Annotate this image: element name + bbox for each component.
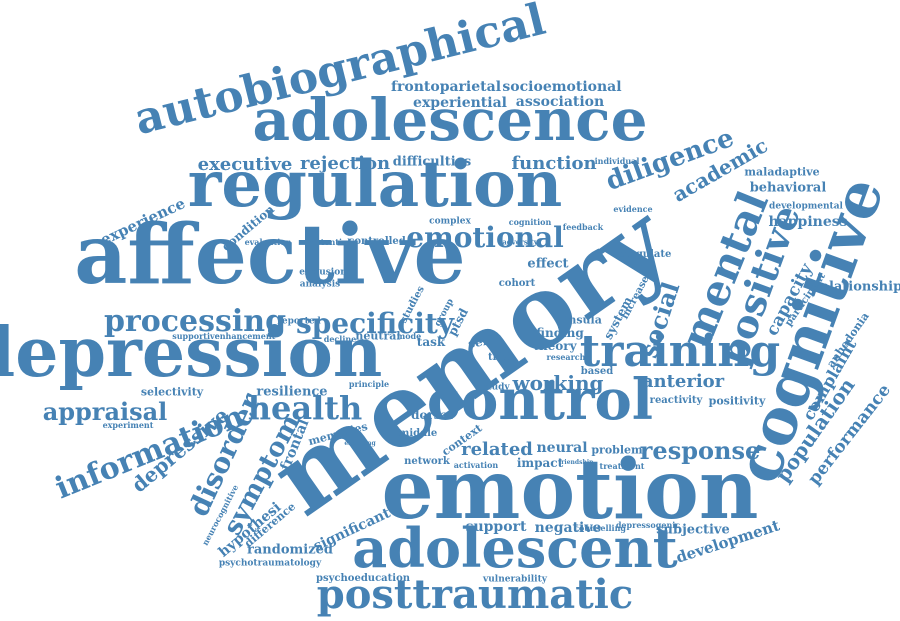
word-anterior: anterior — [641, 371, 725, 392]
word-activation: activation — [453, 460, 499, 470]
word-depression: depression — [0, 313, 383, 393]
word-based: based — [580, 366, 614, 377]
word-adolescence: adolescence — [252, 86, 648, 154]
word-selectivity: selectivity — [140, 385, 204, 399]
word-dorsal: dorsal — [411, 408, 453, 422]
word-experiment: experiment — [102, 420, 154, 430]
word-supportive: supportive — [172, 331, 220, 341]
word-maladaptive: maladaptive — [744, 165, 820, 179]
word-individual: individual — [594, 156, 640, 166]
word-positivity: positivity — [708, 394, 766, 408]
word-cognition: cognition — [508, 217, 552, 227]
word-developmental: developmental — [769, 201, 843, 212]
word-randomized: randomized — [247, 542, 333, 558]
word-evidence: evidence — [613, 204, 653, 214]
word-happiness: happiness — [768, 214, 848, 230]
word-posttraumatic: posttraumatic — [316, 571, 634, 618]
word-difficulties: difficulties — [392, 154, 472, 170]
word-emotional: emotional — [406, 221, 564, 254]
word-potential: potential — [309, 237, 351, 247]
word-health: health — [247, 389, 363, 427]
word-neutral: neutral — [355, 329, 401, 343]
word-adversity: adversity — [502, 237, 538, 247]
word-neural: neural — [536, 440, 588, 456]
word-complex: complex — [429, 216, 471, 227]
word-depressogenic: depressogenic — [615, 520, 681, 530]
word-psychotraumatology: psychotraumatology — [218, 558, 322, 569]
word-psychoeducation: psychoeducation — [315, 573, 411, 584]
word-experiential: experiential — [413, 95, 507, 111]
word-processing: processing — [103, 304, 287, 339]
word-evaluation: evaluation — [244, 237, 292, 247]
word-appraisal: appraisal — [42, 397, 168, 426]
word-network: network — [404, 456, 450, 467]
word-counselling: counselling — [574, 523, 626, 533]
word-finding: finding — [536, 326, 584, 340]
word-negative: negative — [534, 520, 602, 536]
word-theory: theory — [533, 339, 577, 353]
word-engaging: engaging — [344, 440, 376, 447]
word-adolescent: adolescent — [352, 516, 678, 580]
word-research: research — [546, 352, 586, 362]
word-working: working — [512, 371, 604, 395]
word-reactivity: reactivity — [649, 395, 703, 406]
word-problem: problem — [591, 443, 643, 457]
word-control: control — [426, 367, 654, 433]
word-support: support — [465, 519, 527, 535]
word-behavioral: behavioral — [749, 180, 827, 196]
word-cohort: cohort — [498, 278, 536, 289]
word-related: related — [461, 439, 533, 460]
word-association: association — [515, 94, 605, 110]
word-relationship: relationship — [813, 279, 900, 295]
word-subjective: subjective — [656, 522, 730, 538]
word-specificity: specificity — [295, 307, 455, 340]
word-treatment: treatment — [599, 461, 645, 471]
word-analysis: analysis — [299, 279, 341, 290]
word-friendship: friendship — [558, 459, 594, 466]
word-mode: mode — [396, 331, 422, 341]
word-resilience: resilience — [256, 384, 328, 400]
word-decline: decline — [323, 334, 357, 344]
word-effect: effect — [527, 256, 569, 272]
word-trial: trial — [488, 352, 512, 363]
word-reported: reported — [277, 316, 321, 327]
word-insula: insula — [564, 313, 602, 327]
word-study: study — [482, 382, 510, 393]
word-feedback: feedback — [562, 222, 604, 232]
word-affective: affective — [74, 207, 466, 303]
word-cingulate: cingulate — [618, 249, 672, 260]
word-exclusion: exclusion — [299, 267, 347, 278]
word-enhancement: enhancement — [214, 331, 276, 341]
word-frontoparietal: frontoparietal — [390, 79, 502, 95]
word-controlled: controlled — [348, 236, 406, 247]
word-middle: middle — [398, 428, 438, 439]
word-rejection: rejection — [299, 153, 391, 174]
word-impact: impact — [516, 456, 564, 470]
word-emotion: emotion — [381, 442, 759, 538]
word-executive: executive — [197, 154, 293, 175]
word-training: training — [579, 326, 781, 377]
word-regulation: regulation — [187, 147, 563, 222]
word-socioemotional: socioemotional — [502, 79, 622, 95]
word-task: task — [416, 335, 446, 349]
word-principle: principle — [348, 379, 390, 389]
word-vulnerability: vulnerability — [483, 574, 547, 585]
word-function: function — [511, 153, 597, 174]
word-response: response — [639, 436, 761, 465]
